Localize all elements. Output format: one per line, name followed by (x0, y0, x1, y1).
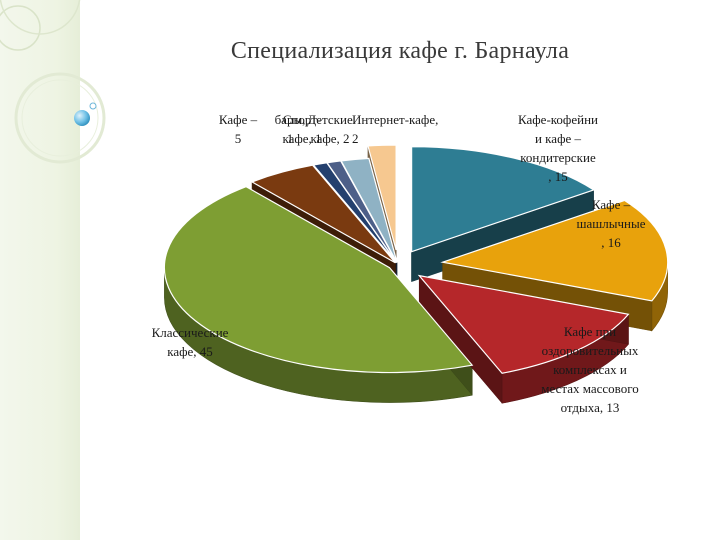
slice-label: Кафе при оздоровительных комплексах и места… (541, 324, 639, 415)
slice-label-line: кафе, 2 (310, 131, 349, 146)
slice-label-line: Кафе-кофейни (518, 112, 598, 127)
slice-label: Спорт-кафе, 1 (282, 112, 321, 146)
slice-label-line: , 16 (601, 235, 621, 250)
pie-slice (411, 146, 596, 253)
decorative-circles (0, 0, 106, 164)
slice-label-line: оздоровительных (542, 343, 639, 358)
slice-label-line: шашлычные (576, 216, 645, 231)
slice-label-line: Интернет-кафе, (352, 112, 438, 127)
pie-slice (250, 164, 396, 264)
pie-slice (163, 185, 474, 374)
pie-slice (340, 157, 398, 263)
pie-labels: Кафе-кофейни и кафе – кондитерские, 15Кафе… (152, 112, 646, 415)
slice-label-line: бары, (275, 112, 306, 127)
slice-label-line: Кафе – (219, 112, 258, 127)
slice-label-line: местах массового (541, 381, 638, 396)
slice-label: Кафе-кофейни и кафе – кондитерские , 15 (518, 112, 598, 184)
slice-label: Кафе – 5 (219, 112, 258, 146)
slice-label-line: Классические (152, 325, 229, 340)
slice-label: Детские кафе, 2 (307, 112, 353, 146)
chart-title: Специализация кафе г. Барнаула (230, 38, 570, 64)
slice-label-line: 2 (352, 131, 359, 146)
slice-label-line: кафе, 1 (282, 131, 321, 146)
slice-label-line: , 15 (548, 169, 568, 184)
slice-label-line: 1 (287, 131, 294, 146)
slice-label: Интернет-кафе, 2 (352, 112, 438, 146)
pie-slice (367, 144, 397, 251)
slice-label-line: Кафе – (592, 197, 631, 212)
decorative-ball (74, 110, 90, 126)
slide-background-strip (0, 0, 80, 540)
slice-label-line: 5 (235, 131, 242, 146)
slice-label-line: отдыха, 13 (561, 400, 620, 415)
slice-label-line: Детские (307, 112, 353, 127)
pie-tops (163, 144, 669, 374)
slice-label-line: и кафе – (535, 131, 582, 146)
pie-slice (417, 274, 630, 374)
slice-label: бары, 1 (275, 112, 306, 146)
slice-label-line: кондитерские (520, 150, 596, 165)
slice-label: Кафе – шашлычные , 16 (576, 197, 645, 250)
slice-label-line: кафе, 45 (167, 344, 213, 359)
slice-label-line: комплексах и (553, 362, 627, 377)
slice-label: Классические кафе, 45 (152, 325, 229, 359)
slice-label-line: Спорт- (283, 112, 321, 127)
slice-label-line: Кафе при (564, 324, 616, 339)
pie-slice (440, 199, 669, 302)
